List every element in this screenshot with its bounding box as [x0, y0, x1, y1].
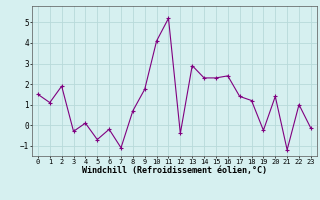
X-axis label: Windchill (Refroidissement éolien,°C): Windchill (Refroidissement éolien,°C)	[82, 166, 267, 175]
